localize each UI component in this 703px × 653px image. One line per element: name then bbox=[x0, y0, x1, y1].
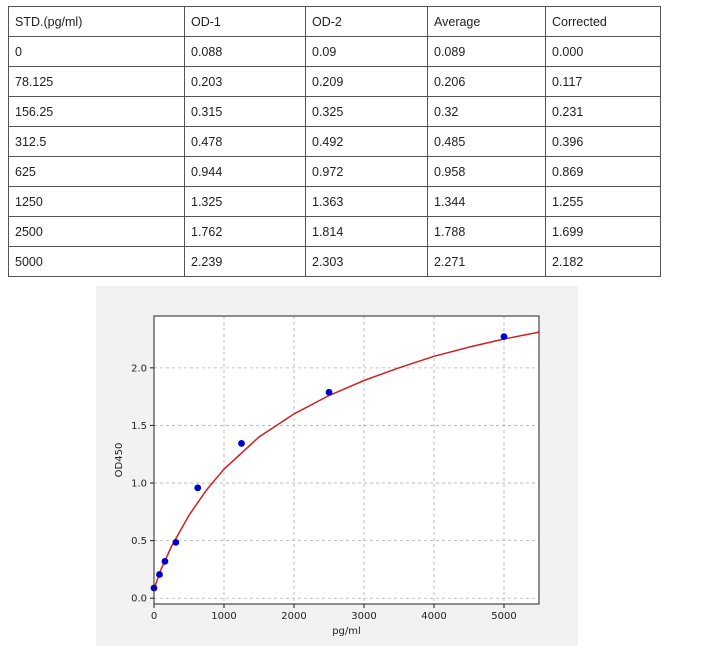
table-cell: 1.363 bbox=[305, 186, 428, 217]
x-tick-label: 5000 bbox=[491, 611, 516, 622]
table-cell: 1.788 bbox=[427, 216, 546, 247]
table-cell: 2.271 bbox=[427, 246, 546, 277]
data-point bbox=[172, 538, 180, 546]
y-tick-label: 2.0 bbox=[131, 363, 147, 374]
standard-curve-chart: 0 1000 2000 3000 4000 5000 0.0 0.5 1.0 1.5 2.0 pg/m… bbox=[96, 286, 578, 646]
y-axis-label: OD450 bbox=[114, 443, 125, 478]
table-cell: 2.303 bbox=[305, 246, 428, 277]
table-cell: 0.209 bbox=[305, 66, 428, 97]
data-point bbox=[156, 571, 163, 578]
table-cell: 0.32 bbox=[427, 96, 546, 127]
table-row: 0 0.088 0.09 0.089 0.000 bbox=[8, 36, 661, 67]
table-cell: 0.972 bbox=[305, 156, 428, 187]
table-cell: 0.869 bbox=[545, 156, 661, 187]
table-cell: 5000 bbox=[8, 246, 185, 277]
table-cell: 0 bbox=[8, 36, 185, 67]
table-cell: 1250 bbox=[8, 186, 185, 217]
table-cell: 1.344 bbox=[427, 186, 546, 217]
y-tick-label: 1.0 bbox=[131, 479, 147, 490]
header-cell: Average bbox=[427, 6, 546, 37]
table-row: 78.125 0.203 0.209 0.206 0.117 bbox=[8, 66, 661, 97]
data-point bbox=[194, 484, 202, 492]
x-tick-label: 1000 bbox=[211, 611, 236, 622]
y-tick-label: 1.5 bbox=[131, 421, 147, 432]
table-cell: 0.206 bbox=[427, 66, 546, 97]
standard-curve-table: STD.(pg/ml) OD-1 OD-2 Average Corrected 0 0.08… bbox=[8, 6, 661, 277]
table-cell: 0.117 bbox=[545, 66, 661, 97]
table-cell: 0.396 bbox=[545, 126, 661, 157]
table-cell: 1.699 bbox=[545, 216, 661, 247]
header-cell: OD-2 bbox=[305, 6, 428, 37]
table-cell: 78.125 bbox=[8, 66, 185, 97]
y-tick-label: 0.5 bbox=[131, 536, 147, 547]
table-cell: 0.492 bbox=[305, 126, 428, 157]
table-cell: 0.485 bbox=[427, 126, 546, 157]
data-point bbox=[325, 388, 333, 396]
table-cell: 0.231 bbox=[545, 96, 661, 127]
data-point bbox=[161, 557, 169, 565]
table-cell: 1.762 bbox=[184, 216, 306, 247]
data-point bbox=[500, 333, 508, 341]
table-row: 312.5 0.478 0.492 0.485 0.396 bbox=[8, 126, 661, 157]
table-cell: 0.478 bbox=[184, 126, 306, 157]
x-tick-label: 2000 bbox=[281, 611, 306, 622]
plot-frame bbox=[153, 315, 540, 605]
table-cell: 1.325 bbox=[184, 186, 306, 217]
chart-canvas: 0 1000 2000 3000 4000 5000 0.0 0.5 1.0 1.5 2.0 pg/m… bbox=[114, 315, 540, 637]
table-row: 5000 2.239 2.303 2.271 2.182 bbox=[8, 246, 661, 277]
table-cell: 1.814 bbox=[305, 216, 428, 247]
table-cell: 0.088 bbox=[184, 36, 306, 67]
table-cell: 0.325 bbox=[305, 96, 428, 127]
table-cell: 625 bbox=[8, 156, 185, 187]
table-cell: 2500 bbox=[8, 216, 185, 247]
header-cell: STD.(pg/ml) bbox=[8, 6, 185, 37]
table-cell: 312.5 bbox=[8, 126, 185, 157]
x-tick-label: 3000 bbox=[351, 611, 376, 622]
table-row: 156.25 0.315 0.325 0.32 0.231 bbox=[8, 96, 661, 127]
table-row: 1250 1.325 1.363 1.344 1.255 bbox=[8, 186, 661, 217]
table-cell: 2.182 bbox=[545, 246, 661, 277]
header-cell: OD-1 bbox=[184, 6, 306, 37]
table-row: 2500 1.762 1.814 1.788 1.699 bbox=[8, 216, 661, 247]
table-header-row: STD.(pg/ml) OD-1 OD-2 Average Corrected bbox=[8, 6, 661, 37]
table-cell: 0.944 bbox=[184, 156, 306, 187]
table-cell: 0.315 bbox=[184, 96, 306, 127]
table-row: 625 0.944 0.972 0.958 0.869 bbox=[8, 156, 661, 187]
table-cell: 2.239 bbox=[184, 246, 306, 277]
table-cell: 0.089 bbox=[427, 36, 546, 67]
table-cell: 156.25 bbox=[8, 96, 185, 127]
header-cell: Corrected bbox=[545, 6, 661, 37]
table-cell: 0.09 bbox=[305, 36, 428, 67]
x-axis-label: pg/ml bbox=[332, 626, 361, 637]
data-point bbox=[238, 440, 245, 447]
y-tick-label: 0.0 bbox=[131, 594, 147, 605]
x-tick-label: 0 bbox=[151, 611, 157, 622]
table-cell: 0.203 bbox=[184, 66, 306, 97]
plot-area bbox=[154, 316, 539, 604]
table-cell: 0.958 bbox=[427, 156, 546, 187]
table-cell: 1.255 bbox=[545, 186, 661, 217]
fit-curve-line bbox=[153, 331, 540, 590]
x-tick-label: 4000 bbox=[421, 611, 446, 622]
table-cell: 0.000 bbox=[545, 36, 661, 67]
